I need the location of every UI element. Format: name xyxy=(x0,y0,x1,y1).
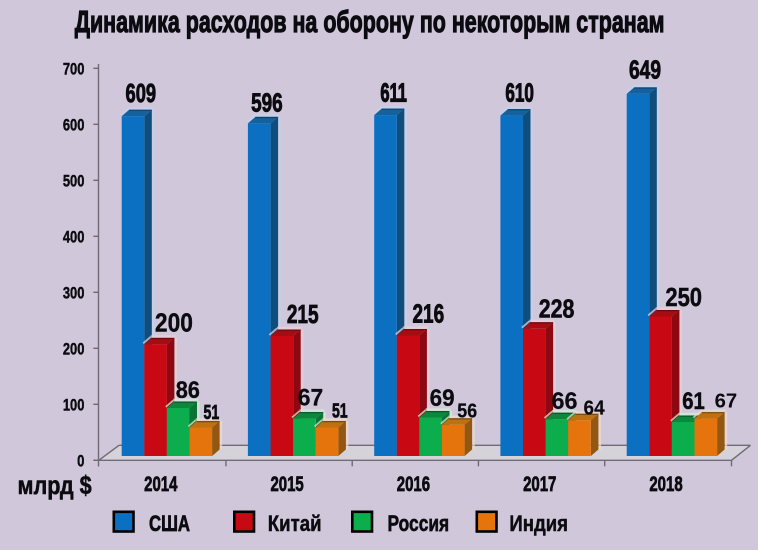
svg-text:млрд $: млрд $ xyxy=(18,471,92,500)
svg-text:250: 250 xyxy=(665,283,702,312)
svg-text:228: 228 xyxy=(539,294,575,323)
svg-text:51: 51 xyxy=(204,401,220,424)
svg-text:69: 69 xyxy=(430,384,455,411)
svg-text:215: 215 xyxy=(287,299,319,329)
svg-text:56: 56 xyxy=(457,401,477,423)
svg-text:67: 67 xyxy=(298,385,323,412)
svg-text:61: 61 xyxy=(682,387,704,414)
svg-text:500: 500 xyxy=(63,173,85,191)
svg-text:300: 300 xyxy=(63,285,85,303)
svg-text:Китай: Китай xyxy=(268,512,322,537)
svg-text:Россия: Россия xyxy=(388,512,450,537)
svg-text:Индия: Индия xyxy=(509,512,568,537)
svg-text:2014: 2014 xyxy=(144,471,178,495)
svg-text:США: США xyxy=(149,512,190,537)
svg-text:2015: 2015 xyxy=(270,471,303,495)
svg-text:596: 596 xyxy=(251,87,283,117)
svg-text:2017: 2017 xyxy=(523,471,556,495)
svg-text:611: 611 xyxy=(380,78,407,108)
svg-text:67: 67 xyxy=(715,391,738,413)
svg-text:609: 609 xyxy=(126,79,157,108)
svg-text:400: 400 xyxy=(63,229,85,247)
svg-text:216: 216 xyxy=(412,299,444,329)
svg-text:Динамика расходов на оборону п: Динамика расходов на оборону по некоторы… xyxy=(75,4,665,39)
svg-text:51: 51 xyxy=(332,399,348,422)
svg-text:86: 86 xyxy=(176,376,200,403)
svg-text:64: 64 xyxy=(584,397,605,420)
svg-text:2018: 2018 xyxy=(649,471,682,495)
svg-text:200: 200 xyxy=(63,341,85,359)
svg-text:610: 610 xyxy=(505,78,533,108)
svg-text:2016: 2016 xyxy=(397,471,430,495)
svg-text:100: 100 xyxy=(63,397,85,415)
svg-text:0: 0 xyxy=(77,453,84,471)
svg-text:600: 600 xyxy=(63,117,85,135)
svg-text:649: 649 xyxy=(629,54,661,84)
svg-text:700: 700 xyxy=(63,61,85,79)
svg-text:66: 66 xyxy=(551,388,577,416)
svg-text:200: 200 xyxy=(155,309,193,338)
